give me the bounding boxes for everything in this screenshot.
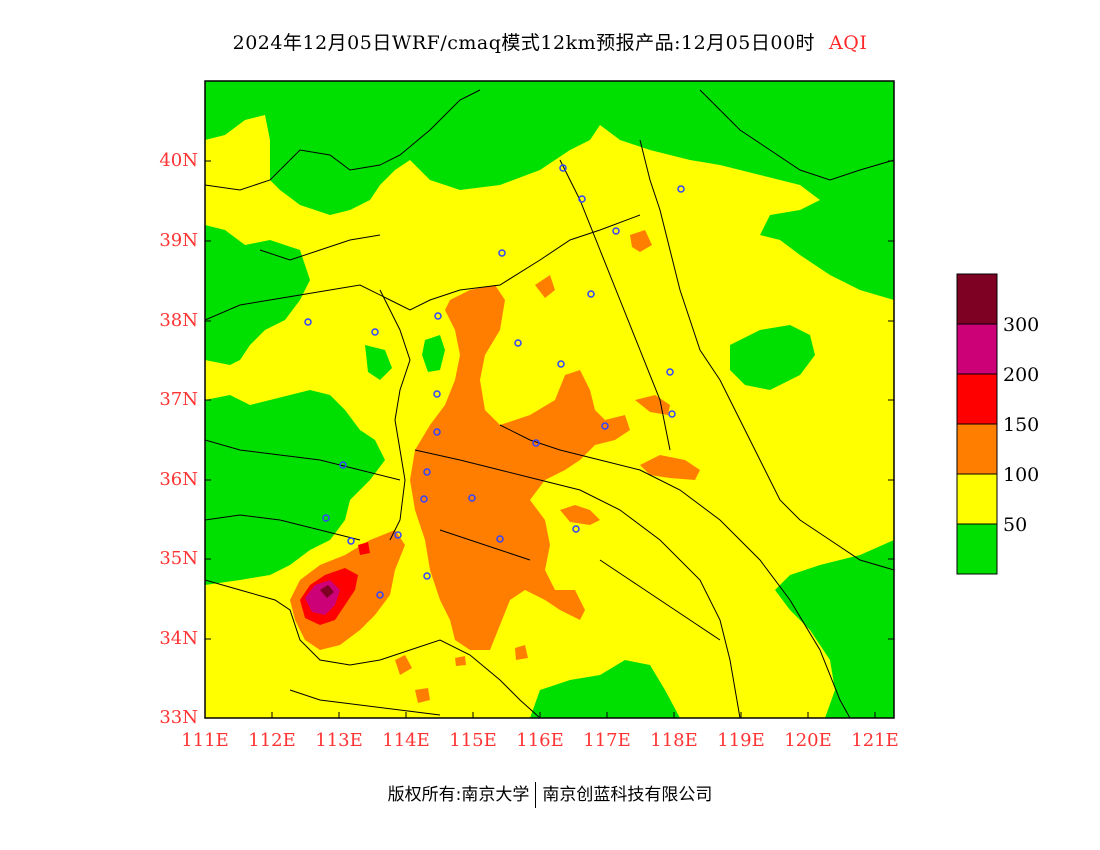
x-tick-115E: 115E bbox=[449, 730, 497, 751]
title-main: 2024年12月05日WRF/cmaq模式12km预报产品:12月05日00时 bbox=[232, 32, 816, 54]
aqi-zone-good-north bbox=[205, 81, 894, 300]
map-title: 2024年12月05日WRF/cmaq模式12km预报产品:12月05日00时 A… bbox=[0, 28, 1100, 55]
legend-label-200: 200 bbox=[1003, 364, 1040, 386]
x-tick-112E: 112E bbox=[248, 730, 296, 751]
aqi-zone-good-southwest bbox=[205, 390, 385, 585]
x-tick-marks bbox=[271, 712, 876, 718]
legend-label-100: 100 bbox=[1003, 464, 1040, 486]
aqi-zone-good-south bbox=[530, 660, 680, 718]
aqi-zone-good-east-island bbox=[730, 325, 815, 390]
aqi-zone-unhealthy-sensitive-central bbox=[410, 285, 630, 650]
y-tick-40N: 40N bbox=[159, 150, 198, 171]
footer-company: 南京创蓝科技有限公司 bbox=[542, 785, 713, 805]
legend-colorbar bbox=[956, 273, 998, 575]
y-tick-39N: 39N bbox=[159, 230, 198, 251]
aqi-zone-good-central-dot bbox=[422, 335, 445, 372]
y-tick-37N: 37N bbox=[159, 389, 198, 410]
x-tick-114E: 114E bbox=[382, 730, 430, 751]
legend-swatch-0 bbox=[956, 523, 998, 575]
x-tick-118E: 118E bbox=[650, 730, 698, 751]
x-tick-121E: 121E bbox=[851, 730, 899, 751]
aqi-zone-hazardous bbox=[320, 585, 334, 598]
aqi-zone-unhealthy-sensitive-dot2 bbox=[560, 505, 600, 525]
y-tick-33N: 33N bbox=[159, 707, 198, 728]
x-tick-113E: 113E bbox=[315, 730, 363, 751]
y-tick-36N: 36N bbox=[159, 469, 198, 490]
province-boundaries bbox=[205, 89, 894, 718]
legend-swatch-200 bbox=[956, 323, 998, 375]
x-tick-117E: 117E bbox=[583, 730, 631, 751]
legend-swatch-100 bbox=[956, 423, 998, 475]
legend-swatch-300 bbox=[956, 273, 998, 325]
footer-separator bbox=[535, 782, 537, 808]
city-markers bbox=[304, 164, 685, 599]
map-fields bbox=[205, 81, 894, 718]
y-tick-35N: 35N bbox=[159, 548, 198, 569]
legend-swatch-50 bbox=[956, 473, 998, 525]
x-tick-116E: 116E bbox=[516, 730, 564, 751]
aqi-zone-unhealthy-sensitive-east2 bbox=[635, 395, 670, 415]
aqi-zone-good-west-small bbox=[365, 345, 392, 380]
y-tick-38N: 38N bbox=[159, 310, 198, 331]
x-tick-111E: 111E bbox=[181, 730, 229, 751]
title-variable: AQI bbox=[829, 32, 868, 54]
y-tick-marks bbox=[205, 160, 894, 640]
aqi-zone-unhealthy-sensitive-north bbox=[630, 230, 652, 252]
legend-label-150: 150 bbox=[1003, 414, 1040, 436]
aqi-zone-very-unhealthy bbox=[305, 580, 340, 615]
aqi-zone-unhealthy-sensitive-dot1 bbox=[535, 275, 555, 298]
legend-swatch-150 bbox=[956, 373, 998, 425]
aqi-zone-good-southeast bbox=[775, 540, 894, 718]
footer-copyright: 版权所有:南京大学 bbox=[387, 785, 530, 805]
aqi-zone-good-west bbox=[205, 225, 310, 365]
y-tick-34N: 34N bbox=[159, 628, 198, 649]
aqi-zone-unhealthy-dot bbox=[358, 542, 370, 555]
x-tick-120E: 120E bbox=[784, 730, 832, 751]
x-tick-119E: 119E bbox=[717, 730, 765, 751]
legend-label-300: 300 bbox=[1003, 314, 1040, 336]
legend-label-50: 50 bbox=[1003, 514, 1028, 536]
aqi-zone-unhealthy-sensitive-east bbox=[640, 455, 700, 480]
footer: 版权所有:南京大学 南京创蓝科技有限公司 bbox=[0, 780, 1100, 808]
